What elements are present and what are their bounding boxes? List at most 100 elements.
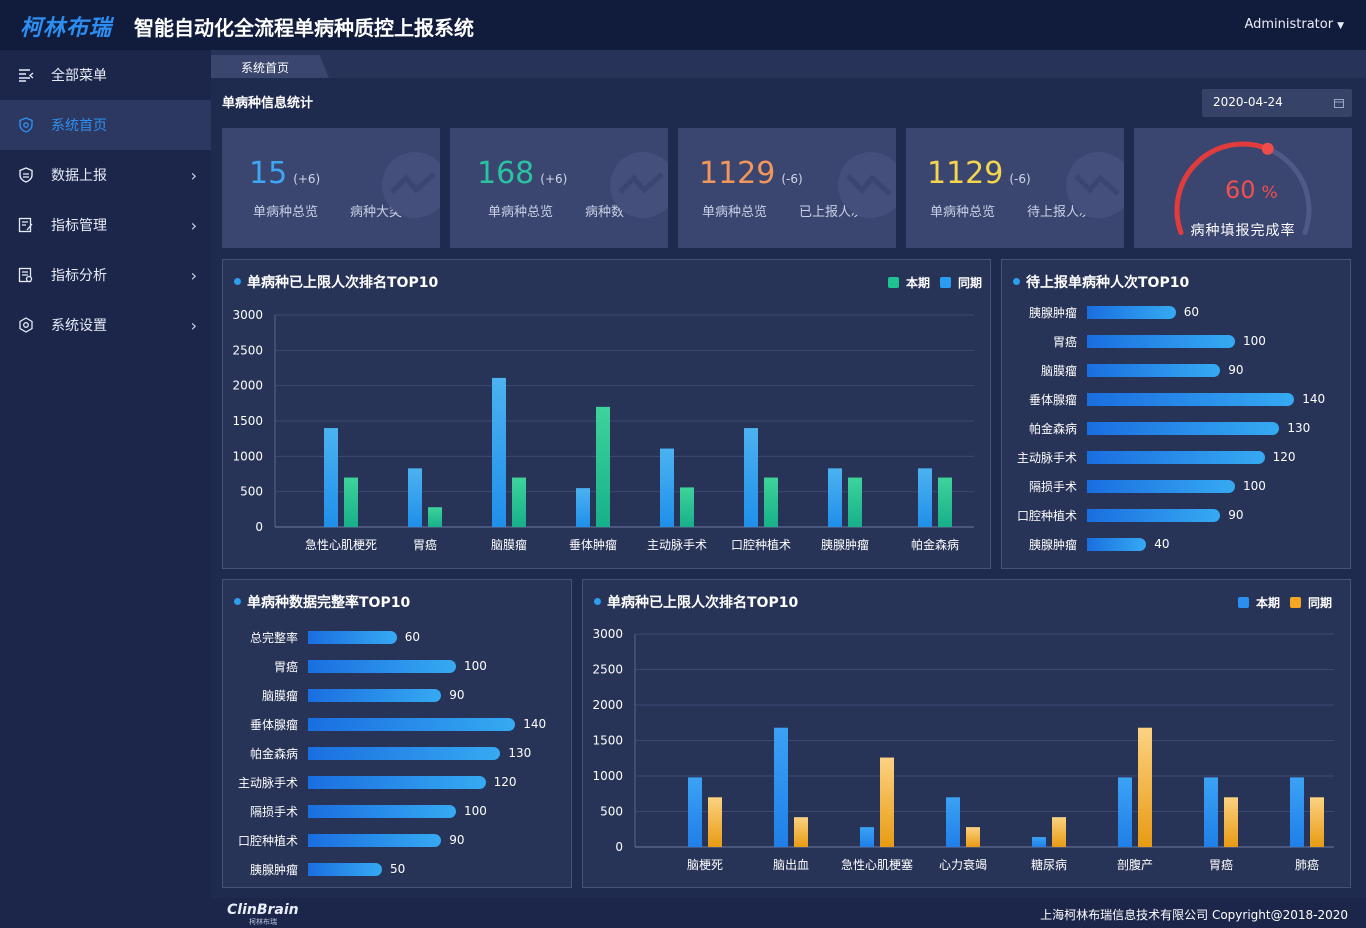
hbar[interactable] [1087,364,1221,377]
hbar-row[interactable]: 胰腺肿瘤 60 [1002,305,1342,320]
user-menu[interactable]: Administrator ▼ [1244,17,1344,32]
hbar[interactable] [308,689,442,702]
hbar-label: 胃癌 [1052,335,1077,349]
hbar-row[interactable]: 口腔种植术 90 [223,833,563,848]
bar-previous[interactable] [1138,727,1152,847]
hbar-row[interactable]: 隔损手术 100 [1002,479,1342,494]
hbar-row[interactable]: 胰腺肿瘤 50 [223,862,563,877]
hbar[interactable] [1087,509,1221,522]
bar-previous[interactable] [680,487,694,527]
bar-current[interactable] [688,777,702,847]
bar-current[interactable] [408,468,422,527]
top-bar: 柯林布瑞 智能自动化全流程单病种质控上报系统 Administrator ▼ [0,0,1366,50]
x-tick-label: 垂体肿瘤 [569,537,617,552]
bar-current[interactable] [1290,777,1304,847]
hbar-row[interactable]: 总完整率 60 [223,630,563,645]
hbar-row[interactable]: 主动脉手术 120 [223,775,563,790]
hbar-label: 胰腺肿瘤 [1028,538,1077,552]
sidebar-item-home[interactable]: 系统首页 [0,100,211,150]
hbar-label: 胃癌 [273,660,298,674]
bar-current[interactable] [860,827,874,847]
x-tick-label: 胃癌 [1209,857,1233,872]
bar-previous[interactable] [1224,797,1238,847]
legend-current[interactable]: 本期 [888,274,930,291]
bar-current[interactable] [492,377,506,527]
sidebar-item-indicator-management[interactable]: 指标管理 › [0,200,211,250]
calendar-icon[interactable] [1334,97,1344,111]
y-tick-label: 2500 [232,343,263,357]
legend-previous[interactable]: 同期 [940,274,982,291]
sidebar-item-indicator-analysis[interactable]: 指标分析 › [0,250,211,300]
hbar-row[interactable]: 胃癌 100 [1002,334,1342,349]
hbar[interactable] [308,863,382,876]
hbar[interactable] [1087,538,1147,551]
bar-previous[interactable] [880,757,894,847]
brand-logo[interactable]: 柯林布瑞 [20,16,113,41]
date-value[interactable]: 2020-04-24 [1213,95,1283,109]
trend-down-icon [1066,152,1124,218]
bar-current[interactable] [828,468,842,527]
sidebar-item-system-settings[interactable]: 系统设置 › [0,300,211,350]
hbar-row[interactable]: 垂体腺瘤 140 [223,717,563,732]
bar-current[interactable] [660,448,674,527]
panel-title: 单病种已上限人次排名TOP10 [233,272,438,292]
bar-current[interactable] [744,428,758,527]
bar-previous[interactable] [344,477,358,527]
hbar[interactable] [1087,393,1295,406]
hbar-row[interactable]: 口腔种植术 90 [1002,508,1342,523]
bar-previous[interactable] [428,507,442,527]
user-name[interactable]: Administrator [1244,17,1334,32]
bar-current[interactable] [324,428,338,527]
hbar[interactable] [308,718,516,731]
sidebar-item-data-report[interactable]: 数据上报 › [0,150,211,200]
bar-previous[interactable] [596,406,610,527]
completion-gauge [1174,141,1312,236]
hbar-row[interactable]: 脑膜瘤 90 [1002,363,1342,378]
gauge-value: 60% [1225,176,1278,204]
bar-current[interactable] [1204,777,1218,847]
hbar-row[interactable]: 胃癌 100 [223,659,563,674]
bar-previous[interactable] [966,827,980,847]
hbar[interactable] [1087,451,1265,464]
hbar-row[interactable]: 胰腺肿瘤 40 [1002,537,1342,552]
bar-current[interactable] [1118,777,1132,847]
bar-current[interactable] [918,468,932,527]
bar-current[interactable] [1032,837,1046,847]
bar-previous[interactable] [848,477,862,527]
hbar-row[interactable]: 垂体腺瘤 140 [1002,392,1342,407]
bar-previous[interactable] [1052,817,1066,847]
hbar[interactable] [1087,422,1280,435]
hbar[interactable] [308,631,397,644]
hbar-row[interactable]: 帕金森病 130 [1002,421,1342,436]
hbar[interactable] [1087,480,1235,493]
hbar[interactable] [308,660,456,673]
hbar-row[interactable]: 脑膜瘤 90 [223,688,563,703]
hbar-row[interactable]: 隔损手术 100 [223,804,563,819]
bar-current[interactable] [774,727,788,847]
bar-previous[interactable] [1310,797,1324,847]
bar-previous[interactable] [708,797,722,847]
hbar-label: 隔损手术 [1028,480,1077,494]
hbar-label: 帕金森病 [1028,422,1077,436]
hbar[interactable] [308,747,501,760]
legend-previous[interactable]: 同期 [1290,594,1332,611]
hbar[interactable] [308,805,456,818]
bar-current[interactable] [576,488,590,527]
legend-current[interactable]: 本期 [1238,594,1280,611]
hbar[interactable] [308,834,442,847]
bar-previous[interactable] [764,477,778,527]
bar-current[interactable] [946,797,960,847]
bar-previous[interactable] [794,817,808,847]
tab-home[interactable]: 系统首页 [211,55,329,78]
hbar[interactable] [1087,335,1235,348]
bar-previous[interactable] [938,477,952,527]
hbar-row[interactable]: 主动脉手术 120 [1002,450,1342,465]
hbar[interactable] [308,776,486,789]
bar-previous[interactable] [512,477,526,527]
footer: ClinBrain 柯林布瑞 上海柯林布瑞信息技术有限公司 Copyright@… [211,898,1366,928]
hbar[interactable] [1087,306,1176,319]
caret-down-icon[interactable]: ▼ [1337,21,1344,31]
hbar-row[interactable]: 帕金森病 130 [223,746,563,761]
sidebar-item-all-menu[interactable]: 全部菜单 [0,50,211,100]
date-picker[interactable]: 2020-04-24 [1202,89,1352,117]
